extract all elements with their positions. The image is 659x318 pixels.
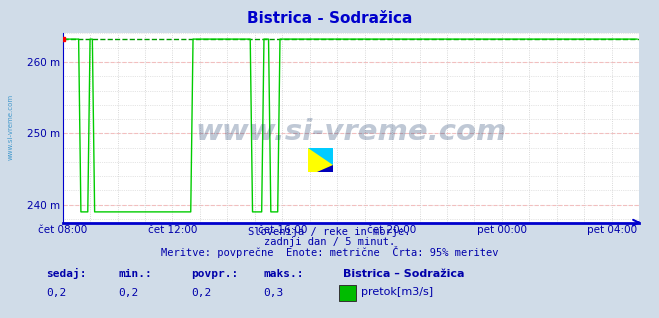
Text: www.si-vreme.com: www.si-vreme.com <box>195 118 507 146</box>
Text: zadnji dan / 5 minut.: zadnji dan / 5 minut. <box>264 237 395 247</box>
Polygon shape <box>308 148 333 172</box>
Text: pretok[m3/s]: pretok[m3/s] <box>361 287 433 297</box>
Text: min.:: min.: <box>119 269 152 279</box>
Text: 0,2: 0,2 <box>191 288 212 298</box>
Polygon shape <box>317 165 333 172</box>
Text: sedaj:: sedaj: <box>46 268 86 279</box>
Text: 0,2: 0,2 <box>119 288 139 298</box>
Text: povpr.:: povpr.: <box>191 269 239 279</box>
Text: Bistrica – Sodražica: Bistrica – Sodražica <box>343 269 464 279</box>
Text: 0,3: 0,3 <box>264 288 284 298</box>
Text: Meritve: povprečne  Enote: metrične  Črta: 95% meritev: Meritve: povprečne Enote: metrične Črta:… <box>161 246 498 259</box>
Text: Bistrica - Sodražica: Bistrica - Sodražica <box>247 11 412 26</box>
Text: Slovenija / reke in morje.: Slovenija / reke in morje. <box>248 227 411 237</box>
Text: 0,2: 0,2 <box>46 288 67 298</box>
Text: maks.:: maks.: <box>264 269 304 279</box>
Polygon shape <box>308 148 333 165</box>
Text: www.si-vreme.com: www.si-vreme.com <box>8 94 14 160</box>
